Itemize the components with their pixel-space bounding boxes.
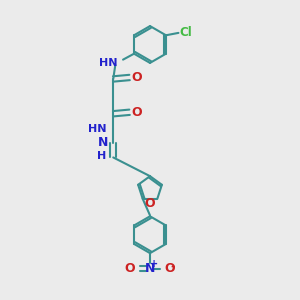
- Text: O: O: [165, 262, 175, 275]
- Text: N: N: [145, 262, 155, 275]
- Text: N: N: [98, 136, 108, 149]
- Text: Cl: Cl: [180, 26, 192, 39]
- Text: HN: HN: [88, 124, 107, 134]
- Text: HN: HN: [99, 58, 118, 68]
- Text: O: O: [132, 106, 142, 119]
- Text: -: -: [170, 262, 175, 272]
- Text: +: +: [150, 259, 158, 269]
- Text: O: O: [145, 197, 155, 210]
- Text: O: O: [132, 71, 142, 84]
- Text: O: O: [124, 262, 135, 275]
- Text: H: H: [97, 151, 106, 161]
